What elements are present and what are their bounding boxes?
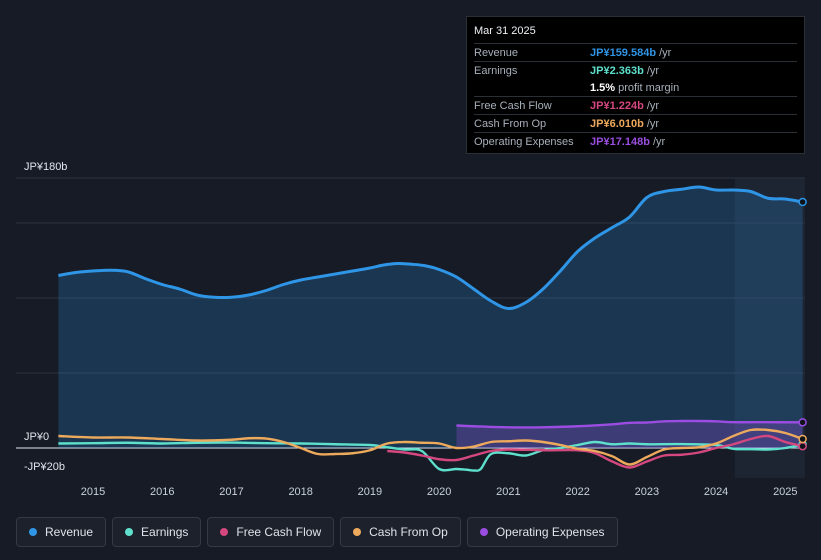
legend-dot-icon <box>29 528 37 536</box>
revenue-line <box>58 185 803 311</box>
end-markers <box>798 197 807 451</box>
tooltip-row-unit: /yr <box>646 100 660 112</box>
tooltip-row-value: JP¥1.224b <box>590 100 644 112</box>
legend-label: Free Cash Flow <box>236 525 322 539</box>
tooltip-row: Revenue JP¥159.584b/yr <box>474 43 797 61</box>
hover-tooltip: Mar 31 2025 Revenue JP¥159.584b/yr Earning… <box>466 16 805 154</box>
earnings-line <box>58 440 803 472</box>
cash-from-op-end-marker <box>798 434 807 444</box>
tooltip-row-label: Cash From Op <box>474 118 547 130</box>
tooltip-row: 1.5% profit margin <box>474 79 797 96</box>
x-tick-label: 2021 <box>496 486 520 498</box>
tooltip-date: Mar 31 2025 <box>474 25 536 37</box>
y-tick-label: JP¥0 <box>24 431 49 443</box>
free-cash-flow-end-marker <box>798 441 807 451</box>
x-tick-label: 2019 <box>358 486 382 498</box>
tooltip-row-label: Earnings <box>474 65 518 77</box>
series-lines <box>58 185 804 472</box>
x-tick-label: 2016 <box>150 486 174 498</box>
x-tick-label: 2018 <box>288 486 312 498</box>
legend-dot-icon <box>479 528 488 536</box>
x-tick-label: 2020 <box>427 486 451 498</box>
x-axis-ticks: 2015 2016 2017 2018 2019 2020 2021 2022 2023 2024… <box>81 486 798 498</box>
series-areas <box>58 186 803 448</box>
x-tick-label: 2023 <box>635 486 659 498</box>
chart-legend: Revenue Earnings Free Cash Flow Cash From O… <box>16 517 618 547</box>
x-tick-label: 2015 <box>81 486 105 498</box>
tooltip-row-unit: /yr <box>652 136 666 148</box>
free-cash-flow-line <box>387 434 803 469</box>
operating-expenses-end-marker <box>798 418 807 427</box>
legend-item-cash-from-op[interactable]: Cash From Op <box>340 517 461 547</box>
tooltip-row-unit: /yr <box>646 65 660 77</box>
tooltip-row-value: JP¥6.010b <box>590 118 644 130</box>
cash-from-op-line <box>58 428 804 466</box>
legend-item-earnings[interactable]: Earnings <box>112 517 202 547</box>
legend-label: Revenue <box>45 525 94 539</box>
legend-label: Cash From Op <box>369 525 448 539</box>
legend-dot-icon <box>220 528 229 536</box>
tooltip-row: Free Cash Flow JP¥1.224b/yr <box>474 96 797 114</box>
revenue-area <box>58 186 803 448</box>
tooltip-row-value: JP¥159.584b <box>590 47 657 59</box>
legend-item-free-cash-flow[interactable]: Free Cash Flow <box>207 517 335 547</box>
tooltip-row-unit: profit margin <box>618 82 680 94</box>
tooltip-row-label: Free Cash Flow <box>474 100 552 112</box>
tooltip-row-unit: /yr <box>646 118 660 130</box>
legend-item-operating-expenses[interactable]: Operating Expenses <box>466 517 618 547</box>
tooltip-row: Earnings JP¥2.363b/yr <box>474 61 797 79</box>
x-tick-label: 2025 <box>773 486 797 498</box>
legend-label: Operating Expenses <box>495 525 605 539</box>
y-tick-label: JP¥180b <box>24 161 67 173</box>
tooltip-row-value: 1.5% <box>590 82 616 94</box>
x-tick-label: 2024 <box>704 486 728 498</box>
gridlines <box>16 177 805 449</box>
x-tick-label: 2017 <box>219 486 243 498</box>
tooltip-row-value: JP¥17.148b <box>590 136 650 148</box>
tooltip-row-label: Revenue <box>474 47 519 59</box>
revenue-end-marker <box>798 197 807 207</box>
x-tick-label: 2022 <box>565 486 589 498</box>
legend-dot-icon <box>125 528 134 536</box>
tooltip-row: Cash From Op JP¥6.010b/yr <box>474 114 797 132</box>
forecast-shading <box>734 178 805 478</box>
tooltip-row-unit: /yr <box>659 47 672 59</box>
tooltip-rows: Revenue JP¥159.584b/yr Earnings JP¥2.363b/y… <box>474 43 797 150</box>
y-axis-labels: JP¥180b JP¥0 -JP¥20b <box>24 161 67 473</box>
legend-label: Earnings <box>141 525 189 539</box>
tooltip-row-value: JP¥2.363b <box>590 65 644 77</box>
legend-item-revenue[interactable]: Revenue <box>16 517 107 547</box>
legend-dot-icon <box>353 528 362 536</box>
y-tick-label: -JP¥20b <box>24 461 65 473</box>
tooltip-row: Operating Expenses JP¥17.148b/yr <box>474 132 797 150</box>
operating-expenses-line <box>456 419 803 429</box>
tooltip-row-label: Operating Expenses <box>474 136 574 148</box>
